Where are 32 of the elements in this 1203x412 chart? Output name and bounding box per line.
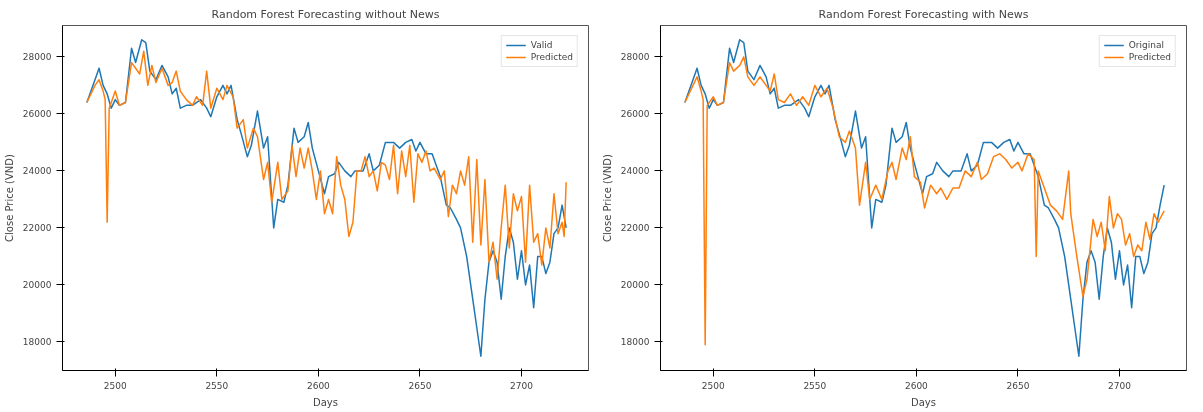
y-tick-label: 28000 <box>22 52 52 63</box>
chart-title: Random Forest Forecasting without News <box>211 7 440 21</box>
legend-label: Original <box>1128 40 1164 50</box>
y-tick-label: 18000 <box>22 337 52 348</box>
legend-label: Valid <box>530 40 553 50</box>
y-tick-label: 22000 <box>620 223 650 234</box>
x-tick-label: 2550 <box>205 380 229 391</box>
x-tick-label: 2650 <box>408 380 432 391</box>
x-tick-label: 2500 <box>103 380 128 391</box>
x-tick-label: 2650 <box>1006 380 1030 391</box>
y-axis-title: Close Price (VND) <box>601 153 613 242</box>
x-axis-title: Days <box>911 396 936 408</box>
chart-title: Random Forest Forecasting with News <box>818 7 1029 21</box>
x-axis-title: Days <box>313 396 338 408</box>
y-tick-label: 18000 <box>620 337 650 348</box>
legend-label: Predicted <box>530 52 573 62</box>
y-tick-label: 24000 <box>22 166 52 177</box>
y-tick-label: 20000 <box>620 280 650 291</box>
y-tick-label: 22000 <box>22 223 52 234</box>
y-axis-title: Close Price (VND) <box>3 153 15 242</box>
y-tick-label: 20000 <box>22 280 52 291</box>
x-tick-label: 2600 <box>904 380 929 391</box>
x-tick-label: 2700 <box>1108 380 1132 391</box>
y-tick-label: 26000 <box>620 109 650 120</box>
x-tick-label: 2600 <box>306 380 331 391</box>
x-tick-label: 2500 <box>701 380 726 391</box>
y-tick-label: 24000 <box>620 166 650 177</box>
y-tick-label: 26000 <box>22 109 52 120</box>
legend-label: Predicted <box>1128 52 1171 62</box>
x-tick-label: 2550 <box>803 380 827 391</box>
y-tick-label: 28000 <box>620 52 650 63</box>
x-tick-label: 2700 <box>510 380 534 391</box>
